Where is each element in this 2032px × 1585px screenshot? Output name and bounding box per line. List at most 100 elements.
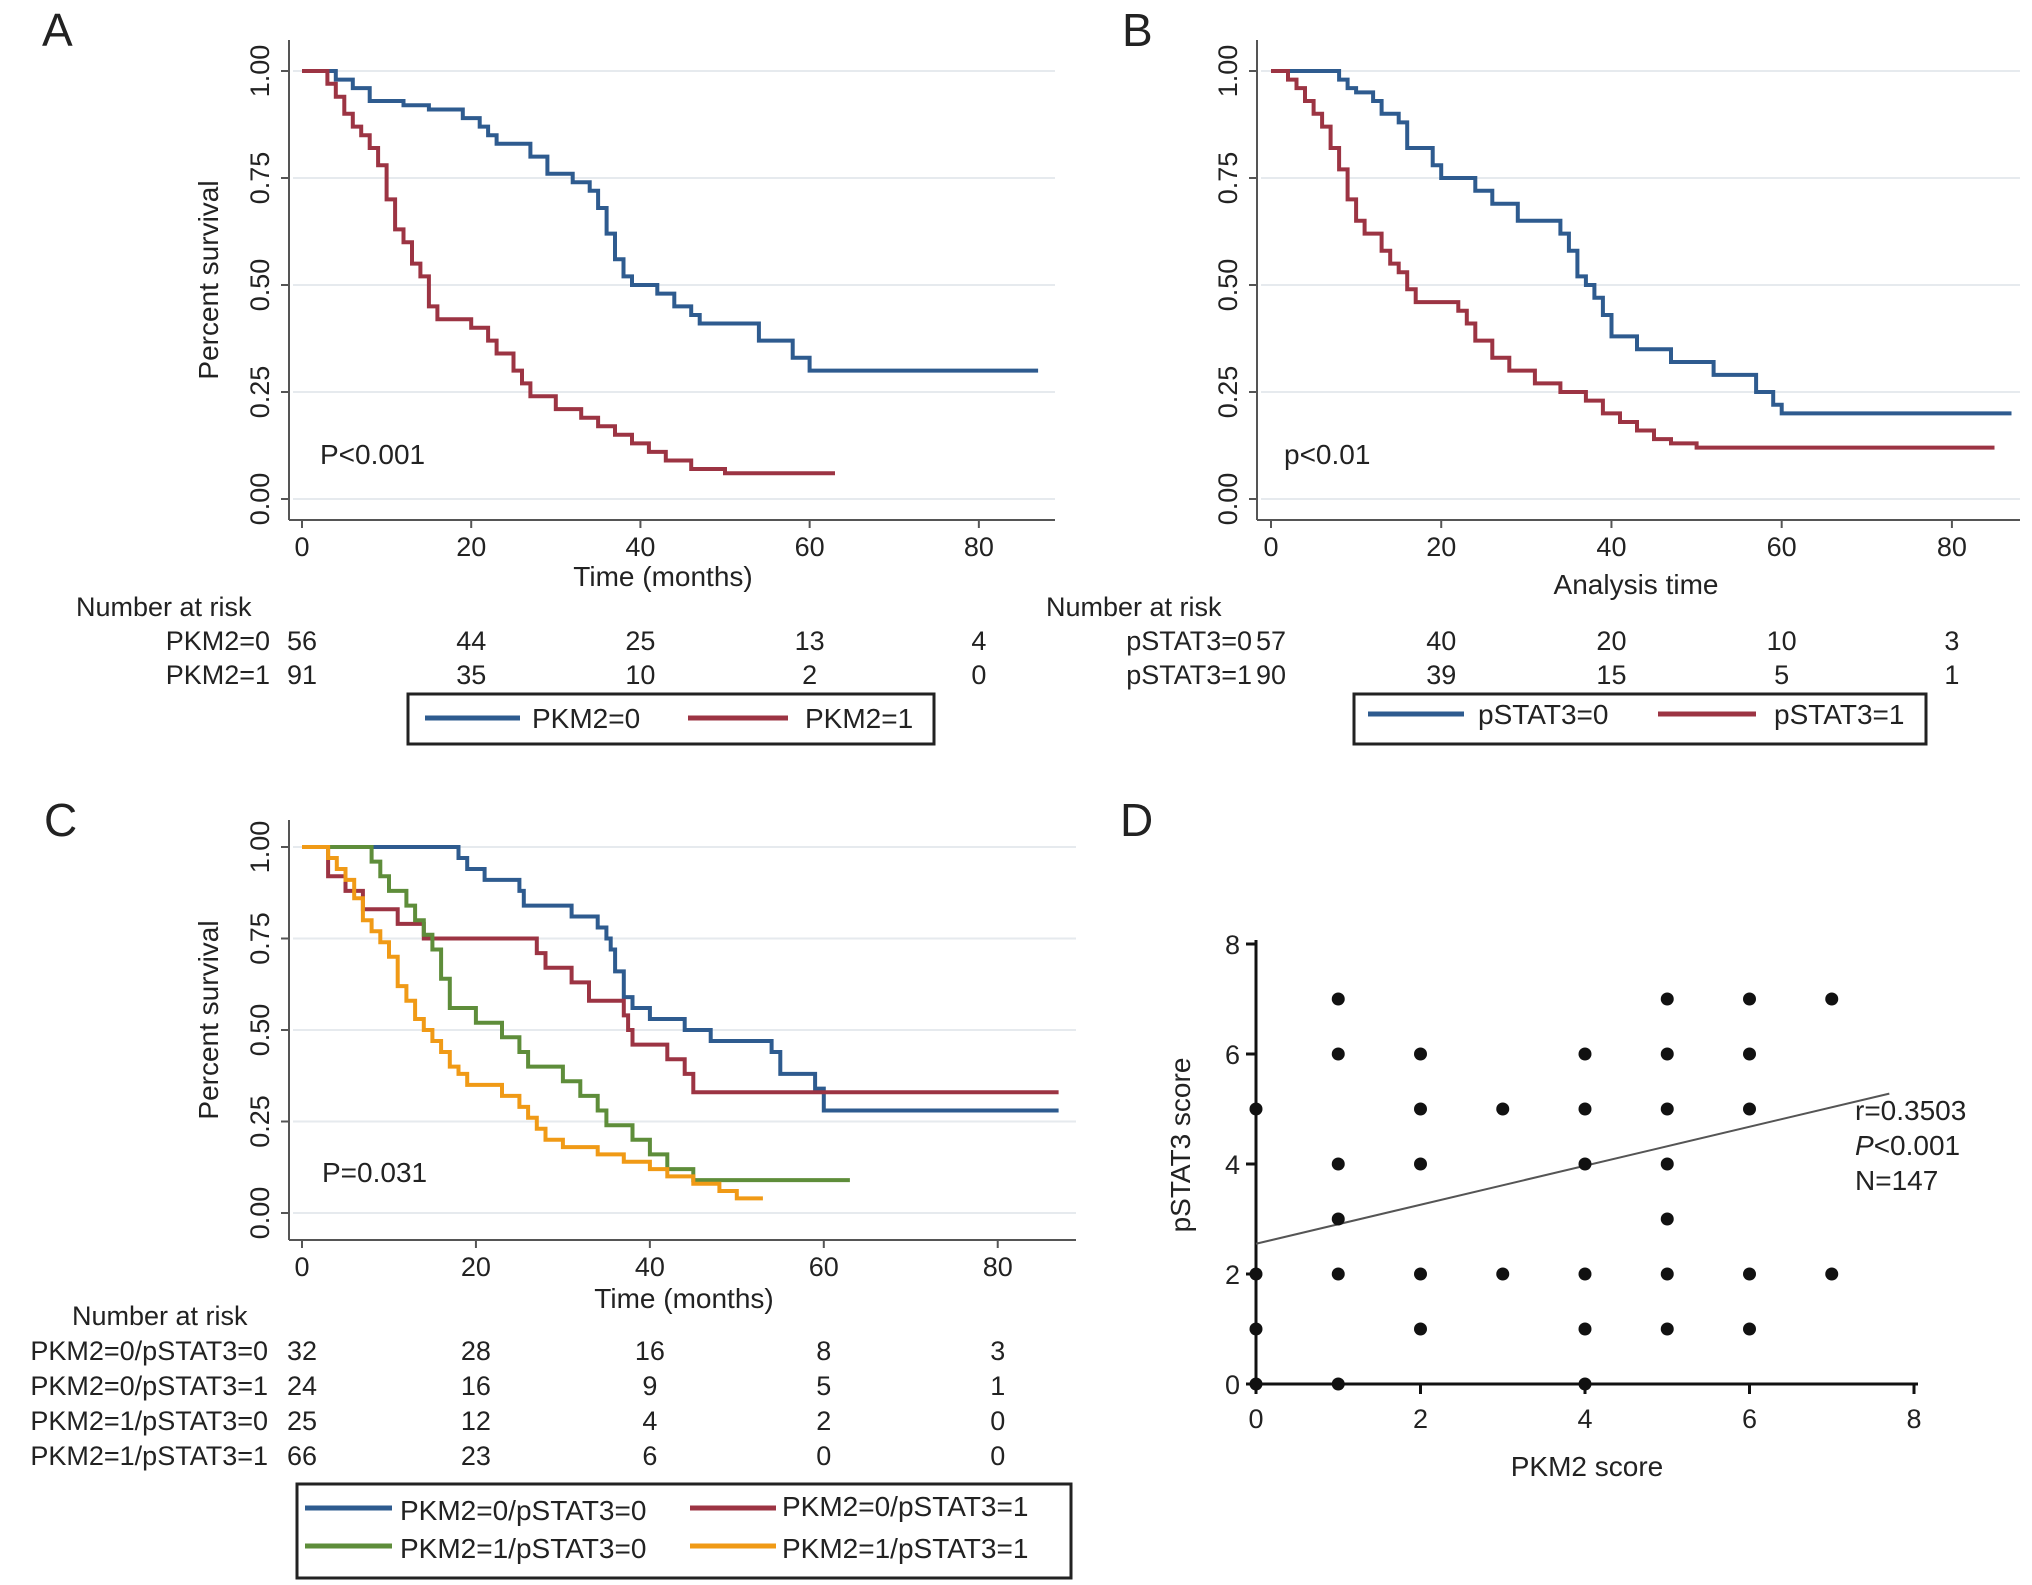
x-tick-label: 40 [1596, 532, 1626, 562]
scatter-point [1660, 992, 1674, 1006]
y-axis-title: pSTAT3 score [1165, 1058, 1196, 1233]
risk-count: 32 [287, 1336, 317, 1366]
risk-count: 24 [287, 1371, 317, 1401]
legend-label: pSTAT3=0 [1478, 699, 1608, 730]
x-tick-label: 80 [964, 532, 994, 562]
scatter-point [1414, 1102, 1427, 1116]
risk-count: 91 [287, 660, 317, 690]
scatter-point [1743, 1267, 1756, 1281]
p-value-annotation: P<0.001 [320, 439, 425, 470]
risk-row: pSTAT3=0 57 40 20 10 3 [1126, 626, 1959, 656]
legend-label: PKM2=1/pSTAT3=0 [400, 1533, 646, 1564]
risk-row-label: PKM2=1 [166, 660, 270, 690]
x-tick-label: 80 [1937, 532, 1967, 562]
scatter-point [1249, 1102, 1263, 1116]
y-tick-label: 0.00 [245, 1187, 275, 1240]
risk-row: PKM2=1/pSTAT3=1 66 23 6 0 0 [30, 1441, 1005, 1471]
risk-count: 23 [461, 1441, 491, 1471]
scatter-point [1249, 1322, 1263, 1336]
x-axis-title: Time (months) [573, 561, 752, 592]
survival-curves [302, 845, 1059, 1201]
survival-curve-orange [302, 845, 763, 1201]
panel-letter-b: B [1122, 4, 1153, 56]
y-tick-label: 0.75 [245, 152, 275, 205]
scatter-point [1414, 1157, 1427, 1171]
risk-count: 0 [990, 1441, 1005, 1471]
scatter-point [1660, 1322, 1674, 1336]
scatter-point [1743, 1047, 1756, 1061]
risk-count: 15 [1596, 660, 1626, 690]
x-tick-label: 0 [294, 1252, 309, 1282]
risk-count: 12 [461, 1406, 491, 1436]
risk-row: PKM2=0/pSTAT3=1 24 16 9 5 1 [30, 1371, 1005, 1401]
correlation-r: r=0.3503 [1855, 1095, 1966, 1126]
x-axis-ticks: 0 20 40 60 80 [1263, 520, 1967, 562]
scatter-point [1331, 1267, 1345, 1281]
risk-count: 90 [1256, 660, 1286, 690]
survival-curve-red [1271, 69, 1995, 450]
risk-count: 2 [802, 660, 817, 690]
scatter-point [1743, 1322, 1756, 1336]
legend-label: PKM2=1/pSTAT3=1 [782, 1533, 1028, 1564]
x-tick-label: 60 [795, 532, 825, 562]
legend-label: PKM2=0 [532, 703, 640, 734]
scatter-point [1743, 992, 1756, 1006]
risk-count: 8 [816, 1336, 831, 1366]
risk-count: 1 [1944, 660, 1959, 690]
x-tick-label: 60 [809, 1252, 839, 1282]
x-tick-label: 4 [1577, 1404, 1592, 1434]
risk-count: 25 [287, 1406, 317, 1436]
risk-count: 2 [816, 1406, 831, 1436]
legend-label: PKM2=0/pSTAT3=1 [782, 1491, 1028, 1522]
y-tick-label: 2 [1225, 1260, 1240, 1290]
scatter-point [1331, 1212, 1345, 1226]
risk-table-title: Number at risk [1046, 592, 1222, 622]
y-axis-ticks: 0 2 4 6 8 [1225, 930, 1256, 1400]
panel-a-km-plot: A Percent survival 0.00 0.25 0.50 0.75 1… [42, 4, 1055, 746]
risk-count: 44 [456, 626, 486, 656]
y-tick-label: 0.25 [245, 366, 275, 419]
p-value-annotation: p<0.01 [1284, 439, 1370, 470]
x-tick-label: 60 [1767, 532, 1797, 562]
legend-label: PKM2=1 [805, 703, 913, 734]
risk-count: 66 [287, 1441, 317, 1471]
risk-row: PKM2=0/pSTAT3=0 32 28 16 8 3 [30, 1336, 1005, 1366]
p-value-annotation: P=0.031 [322, 1157, 427, 1188]
risk-count: 3 [1944, 626, 1959, 656]
x-tick-label: 40 [635, 1252, 665, 1282]
scatter-point [1578, 1322, 1592, 1336]
scatter-point [1331, 1377, 1345, 1391]
panel-letter-c: C [44, 794, 77, 846]
y-tick-label: 0.25 [245, 1095, 275, 1148]
y-tick-label: 0.75 [1213, 152, 1243, 205]
y-tick-label: 0.00 [245, 473, 275, 526]
legend-label: PKM2=0/pSTAT3=0 [400, 1495, 646, 1526]
legend: PKM2=0 PKM2=1 [406, 692, 936, 746]
x-tick-label: 40 [625, 532, 655, 562]
scatter-point [1578, 1267, 1592, 1281]
survival-curve-blue [302, 845, 1059, 1113]
x-tick-label: 20 [456, 532, 486, 562]
scatter-point [1578, 1157, 1592, 1171]
scatter-point [1660, 1047, 1674, 1061]
scatter-point [1496, 1102, 1510, 1116]
x-tick-label: 20 [461, 1252, 491, 1282]
x-tick-label: 2 [1413, 1404, 1428, 1434]
scatter-point [1825, 992, 1839, 1006]
scatter-point [1660, 1102, 1674, 1116]
scatter-point [1249, 1377, 1263, 1391]
risk-count: 4 [971, 626, 986, 656]
risk-count: 25 [625, 626, 655, 656]
p-value: <0.001 [1874, 1130, 1960, 1161]
scatter-point [1660, 1157, 1674, 1171]
scatter-point [1660, 1212, 1674, 1226]
x-tick-label: 20 [1426, 532, 1456, 562]
sample-size: N=147 [1855, 1165, 1938, 1196]
risk-row: PKM2=0 56 44 25 13 4 [166, 626, 987, 656]
risk-count: 4 [642, 1406, 657, 1436]
risk-count: 13 [795, 626, 825, 656]
p-italic: P [1855, 1130, 1874, 1161]
y-tick-label: 1.00 [1213, 45, 1243, 98]
legend-label: pSTAT3=1 [1774, 699, 1904, 730]
scatter-point [1414, 1322, 1427, 1336]
